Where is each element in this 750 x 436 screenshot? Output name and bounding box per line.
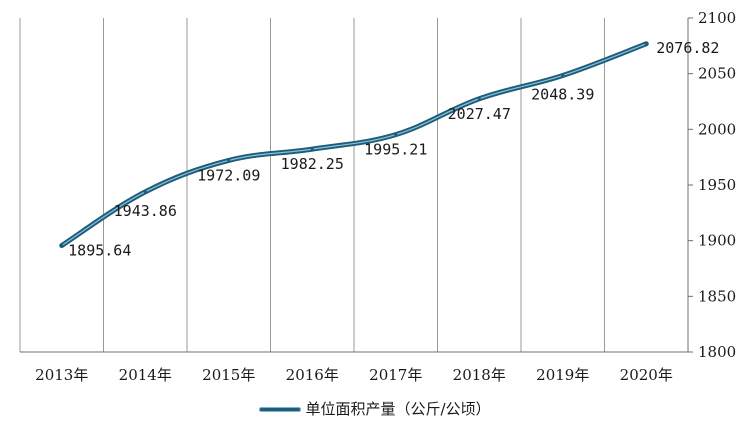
data-labels: 1895.64 1943.86 1972.09 1982.25 1995.21 2027.… (68, 39, 719, 260)
y-tick-label: 1800 (698, 343, 736, 361)
x-tick-label: 2020年 (620, 366, 673, 384)
data-point (561, 73, 565, 77)
legend-series-name: 单位面积产量（公斤/公顷） (305, 400, 491, 418)
x-axis-ticks: 2013年 2014年 2015年 2016年 2017年 2018年 2019年 2020年 (35, 366, 673, 384)
y-tick-label: 2000 (698, 120, 736, 138)
y-tick-label: 2100 (698, 9, 736, 27)
data-label: 2027.47 (448, 105, 511, 123)
y-tick-label: 1850 (698, 287, 736, 305)
data-point (394, 133, 398, 137)
data-point (310, 147, 314, 151)
legend: 单位面积产量（公斤/公顷） (0, 398, 750, 419)
x-tick-label: 2013年 (35, 366, 88, 384)
y-tick-label: 1900 (698, 232, 736, 250)
x-tick-label: 2017年 (369, 366, 422, 384)
data-label: 2076.82 (656, 39, 719, 57)
data-label: 1972.09 (197, 166, 260, 184)
data-point (143, 190, 147, 194)
data-point (477, 97, 481, 101)
data-label: 2048.39 (531, 85, 594, 103)
x-tick-label: 2015年 (202, 366, 255, 384)
x-tick-label: 2014年 (119, 366, 172, 384)
data-label: 1995.21 (364, 141, 427, 159)
y-axis-ticks: 1800 1850 1900 1950 2000 2050 2100 (688, 9, 736, 361)
data-point (644, 42, 648, 46)
x-tick-label: 2019年 (536, 366, 589, 384)
legend-line-marker (259, 407, 302, 412)
data-label: 1982.25 (281, 155, 344, 173)
data-point (227, 158, 231, 162)
y-tick-label: 2050 (698, 65, 736, 83)
x-tick-label: 2016年 (286, 366, 339, 384)
data-label: 1943.86 (114, 202, 177, 220)
data-label: 1895.64 (68, 242, 131, 260)
series-line (59, 41, 649, 249)
x-tick-label: 2018年 (453, 366, 506, 384)
data-point (60, 244, 64, 248)
series-line-inner (61, 43, 647, 247)
y-tick-label: 1950 (698, 176, 736, 194)
